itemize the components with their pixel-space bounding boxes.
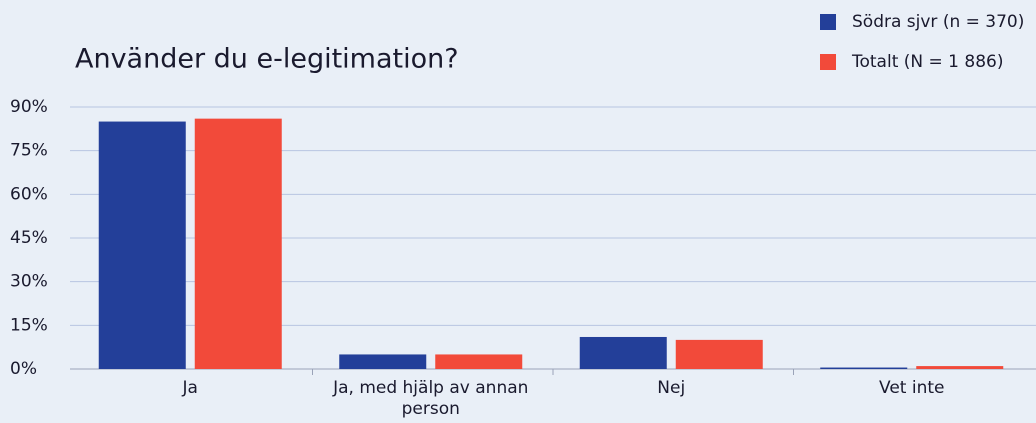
y-tick-label: 90%: [10, 97, 48, 117]
legend-swatch: [820, 14, 836, 30]
bar: [435, 354, 523, 369]
legend-label: Södra sjvr (n = 370): [852, 12, 1024, 32]
chart-title: Använder du e-legitimation?: [75, 44, 459, 75]
y-tick-label: 30%: [10, 272, 48, 292]
y-tick-label: 0%: [10, 359, 37, 379]
bar: [339, 354, 427, 369]
legend-swatch: [820, 54, 836, 70]
legend-label: Totalt (N = 1 886): [851, 52, 1003, 72]
bar: [820, 367, 908, 369]
x-tick-label: Vet inte: [879, 378, 945, 398]
x-tick-label: Nej: [657, 378, 686, 398]
x-tick-label: Ja, med hjälp av annan person: [333, 378, 529, 419]
y-tick-label: 75%: [10, 141, 48, 161]
bar: [98, 121, 186, 369]
bar: [675, 339, 763, 369]
bar: [916, 366, 1004, 369]
x-tick-label: Ja: [182, 378, 198, 398]
y-tick-label: 60%: [10, 184, 48, 204]
y-tick-label: 45%: [10, 228, 48, 248]
y-tick-label: 15%: [10, 315, 48, 335]
bar: [194, 118, 282, 370]
bar: [579, 336, 667, 369]
